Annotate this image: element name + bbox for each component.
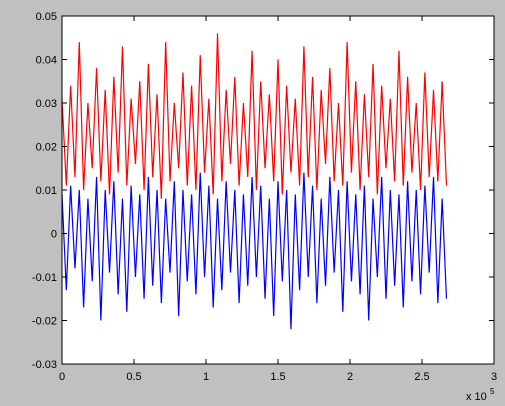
- y-tick-label: 0.01: [36, 185, 57, 197]
- y-tick-label: 0.02: [36, 142, 57, 154]
- x-tick-label: 1: [203, 371, 209, 383]
- x-tick-label: 0.5: [126, 371, 141, 383]
- x-exponent-base: x 10: [466, 391, 487, 403]
- series-line: [61, 172, 448, 330]
- y-tick-label: -0.03: [32, 359, 57, 371]
- y-tick-label: 0.04: [36, 55, 57, 67]
- y-tick-label: 0.05: [36, 11, 57, 23]
- series-line: [61, 33, 448, 199]
- x-tick-label: 2.5: [414, 371, 429, 383]
- x-tick-label: 2: [347, 371, 353, 383]
- x-tick-label: 0: [59, 371, 65, 383]
- y-tick-label: 0.03: [36, 98, 57, 110]
- y-tick-label: -0.02: [32, 316, 57, 328]
- x-tick-label: 3: [491, 371, 497, 383]
- x-tick-label: 1.5: [270, 371, 285, 383]
- y-tick-label: -0.01: [32, 272, 57, 284]
- x-exponent-power: 5: [490, 387, 495, 396]
- y-tick-label: 0: [51, 229, 57, 241]
